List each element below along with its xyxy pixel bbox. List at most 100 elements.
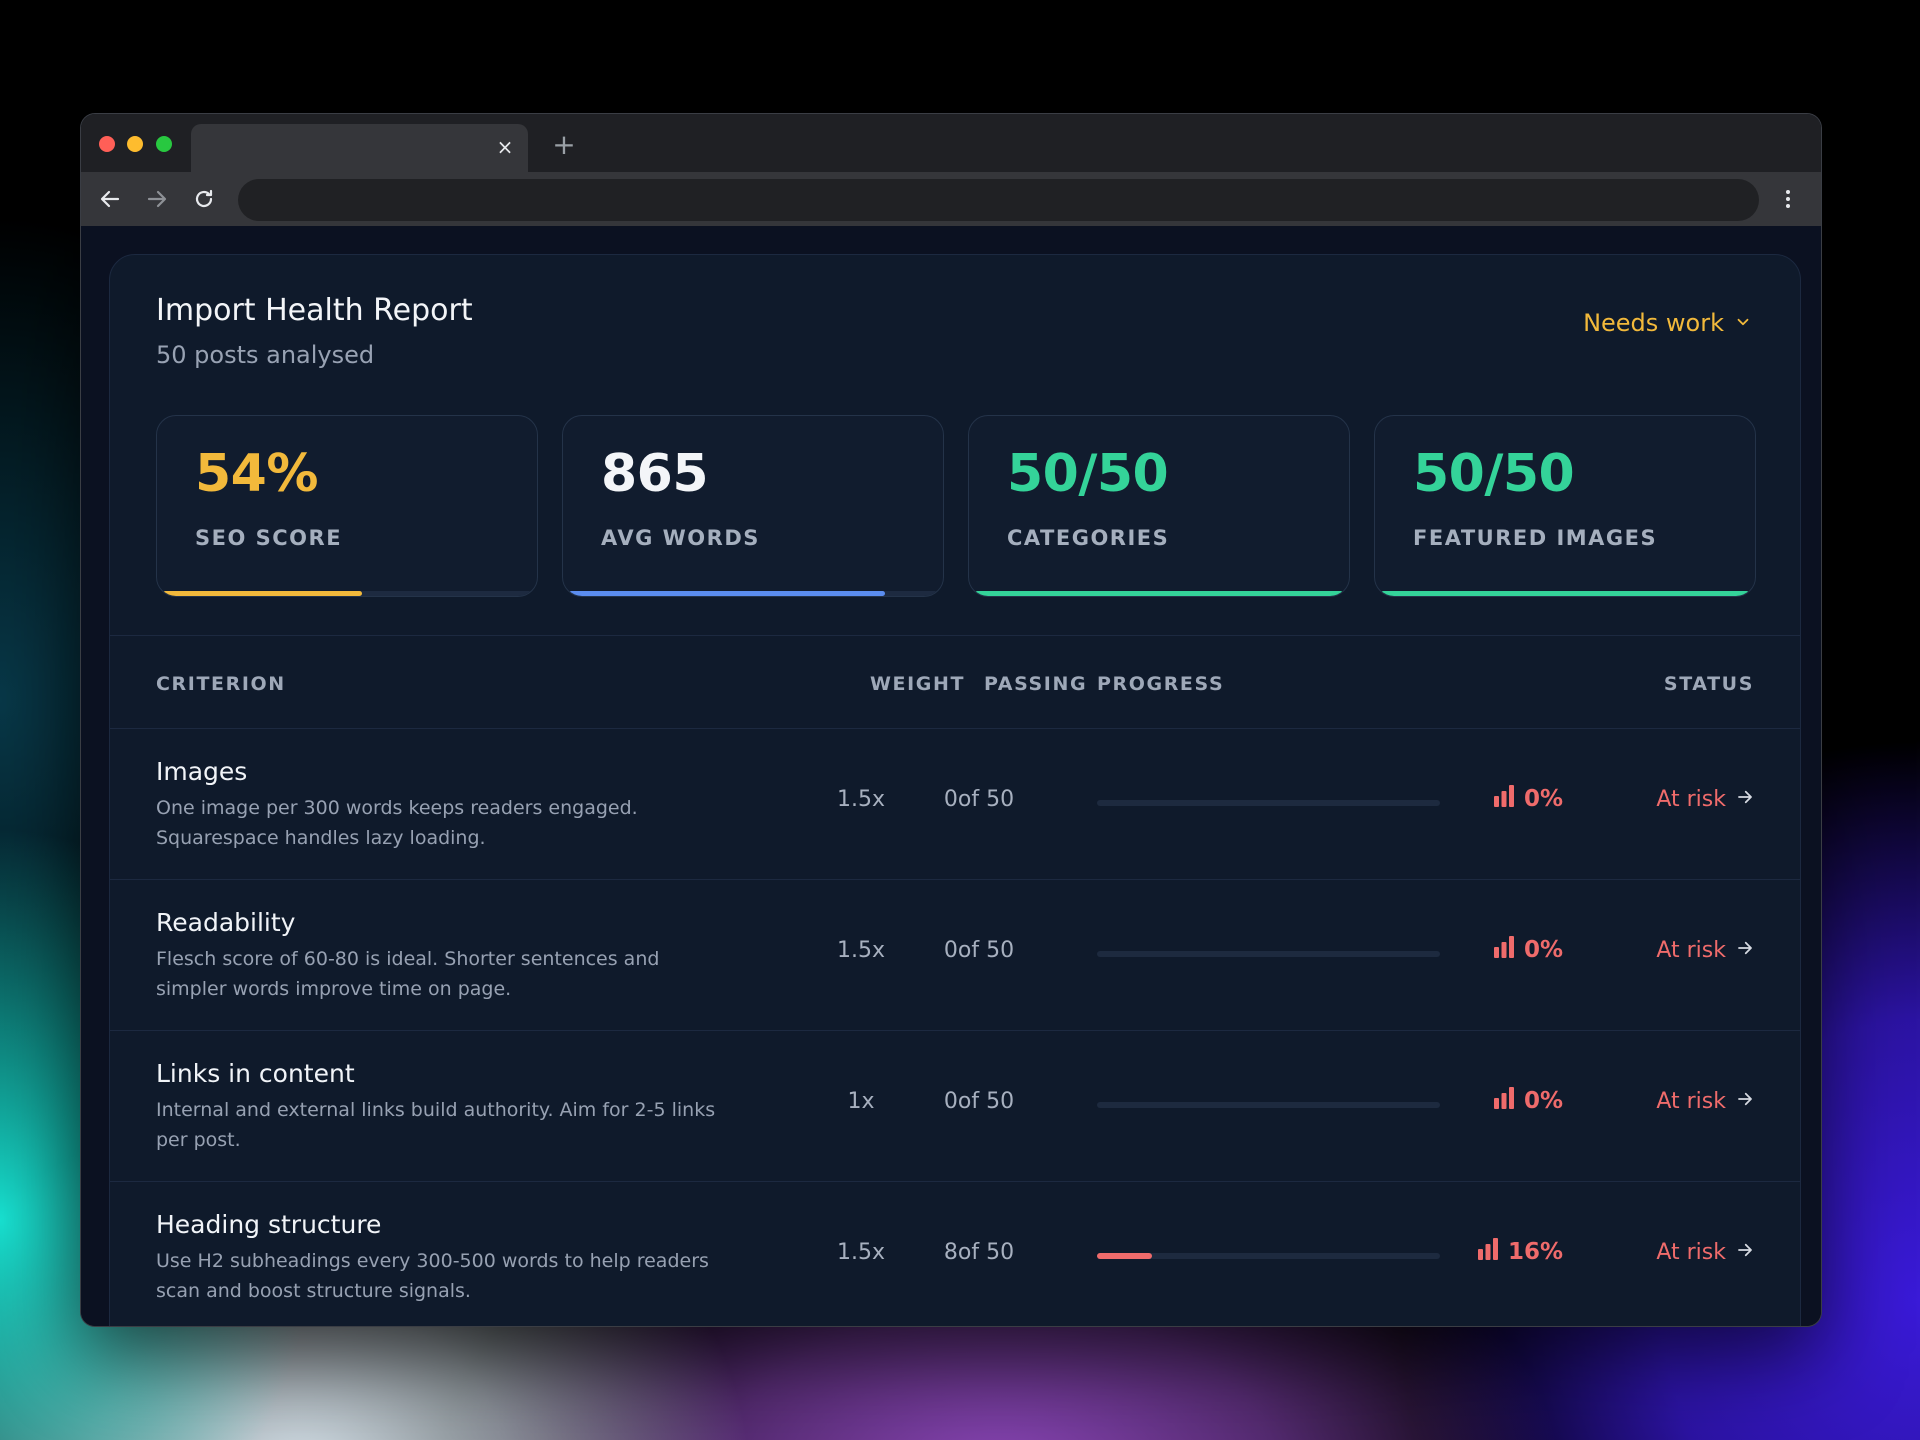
metric-value: 54% — [195, 444, 318, 504]
metric-progress-track — [1381, 591, 1749, 596]
progress-percent: 0% — [1492, 1086, 1563, 1116]
metric-progress-track — [569, 591, 937, 596]
weight-cell: 1.5x — [836, 1240, 885, 1265]
table-row[interactable]: Readability Flesch score of 60-80 is ide… — [110, 880, 1800, 1030]
arrow-right-icon — [1736, 1089, 1754, 1114]
minimize-window-button[interactable] — [127, 136, 143, 152]
progress-percent-value: 0% — [1523, 786, 1563, 812]
new-tab-icon[interactable]: + — [552, 128, 576, 161]
maximize-window-button[interactable] — [156, 136, 172, 152]
passing-cell: 0of 50 — [943, 938, 1015, 963]
weight-cell: 1x — [847, 1089, 875, 1114]
metric-progress-fill — [569, 591, 886, 596]
browser-menu-icon[interactable] — [1771, 182, 1805, 216]
metric-card-categories: 50/50 CATEGORIES — [968, 415, 1350, 597]
status-link[interactable]: At risk — [1656, 1240, 1754, 1265]
metric-label: CATEGORIES — [1007, 526, 1170, 550]
progress-track — [1097, 1102, 1440, 1108]
progress-percent-value: 16% — [1507, 1239, 1563, 1265]
progress-percent-value: 0% — [1523, 1088, 1563, 1114]
divider — [110, 635, 1800, 636]
metric-card-seo-score: 54% SEO SCORE — [156, 415, 538, 597]
progress-percent-value: 0% — [1523, 937, 1563, 963]
criterion-description: One image per 300 words keeps readers en… — [156, 797, 638, 849]
criterion-description: Use H2 subheadings every 300-500 words t… — [156, 1250, 709, 1302]
status-link[interactable]: At risk — [1656, 787, 1754, 812]
row-divider — [110, 879, 1800, 880]
status-dropdown-label: Needs work — [1583, 309, 1724, 337]
arrow-right-icon — [1736, 938, 1754, 963]
status-label: At risk — [1656, 787, 1726, 812]
metric-progress-fill — [163, 591, 362, 596]
close-tab-icon[interactable]: × — [496, 135, 514, 159]
column-header-status: STATUS — [1663, 673, 1754, 695]
criterion-title: Links in content — [156, 1059, 355, 1088]
address-bar[interactable] — [238, 179, 1759, 221]
page-title: Import Health Report — [156, 293, 473, 328]
divider — [110, 728, 1800, 729]
page-viewport: Import Health Report 50 posts analysed N… — [81, 226, 1821, 1326]
metric-progress-fill — [975, 591, 1343, 596]
status-link[interactable]: At risk — [1656, 1089, 1754, 1114]
progress-percent: 0% — [1492, 935, 1563, 965]
table-row[interactable]: Heading structure Use H2 subheadings eve… — [110, 1182, 1800, 1326]
close-window-button[interactable] — [99, 136, 115, 152]
bar-chart-icon — [1492, 935, 1516, 965]
status-label: At risk — [1656, 1089, 1726, 1114]
metric-card-featured-images: 50/50 FEATURED IMAGES — [1374, 415, 1756, 597]
arrow-right-icon — [1736, 1240, 1754, 1265]
metric-label: AVG WORDS — [601, 526, 760, 550]
report-card: Import Health Report 50 posts analysed N… — [109, 254, 1801, 1326]
bar-chart-icon — [1492, 784, 1516, 814]
passing-cell: 0of 50 — [943, 787, 1015, 812]
status-dropdown[interactable]: Needs work — [1583, 309, 1752, 337]
metric-value: 865 — [601, 444, 709, 504]
row-divider — [110, 1181, 1800, 1182]
table-row[interactable]: Links in content Internal and external l… — [110, 1031, 1800, 1181]
criterion-title: Readability — [156, 908, 296, 937]
column-header-criterion: CRITERION — [156, 673, 286, 695]
weight-cell: 1.5x — [836, 938, 885, 963]
progress-track — [1097, 800, 1440, 806]
metric-progress-fill — [1381, 591, 1749, 596]
passing-cell: 8of 50 — [943, 1240, 1015, 1265]
progress-fill — [1097, 1253, 1152, 1259]
bar-chart-icon — [1476, 1237, 1500, 1267]
metric-progress-track — [163, 591, 531, 596]
progress-track — [1097, 1253, 1440, 1259]
page-subtitle: 50 posts analysed — [156, 341, 375, 369]
tab-strip: × + — [81, 114, 1821, 172]
metric-progress-track — [975, 591, 1343, 596]
column-header-progress: PROGRESS — [1097, 673, 1225, 695]
progress-percent: 16% — [1476, 1237, 1563, 1267]
criterion-description: Flesch score of 60-80 is ideal. Shorter … — [156, 948, 660, 1000]
metric-label: FEATURED IMAGES — [1413, 526, 1658, 550]
arrow-right-icon — [1736, 787, 1754, 812]
browser-tab[interactable]: × — [191, 124, 528, 172]
reload-icon[interactable] — [187, 182, 221, 216]
criterion-description: Internal and external links build author… — [156, 1099, 716, 1151]
status-label: At risk — [1656, 938, 1726, 963]
criterion-title: Images — [156, 757, 248, 786]
criterion-title: Heading structure — [156, 1210, 382, 1239]
column-header-passing: PASSING — [984, 673, 1088, 695]
metric-value: 50/50 — [1007, 444, 1169, 504]
column-header-weight: WEIGHT — [870, 673, 966, 695]
chevron-down-icon — [1734, 309, 1752, 337]
table-row[interactable]: Images One image per 300 words keeps rea… — [110, 729, 1800, 879]
back-icon[interactable] — [93, 182, 127, 216]
browser-window: × + Import Health Report 50 posts analys… — [81, 114, 1821, 1326]
weight-cell: 1.5x — [836, 787, 885, 812]
browser-toolbar — [81, 172, 1821, 226]
bar-chart-icon — [1492, 1086, 1516, 1116]
passing-cell: 0of 50 — [943, 1089, 1015, 1114]
metric-card-avg-words: 865 AVG WORDS — [562, 415, 944, 597]
forward-icon[interactable] — [140, 182, 174, 216]
metric-label: SEO SCORE — [195, 526, 343, 550]
progress-track — [1097, 951, 1440, 957]
metric-value: 50/50 — [1413, 444, 1575, 504]
status-label: At risk — [1656, 1240, 1726, 1265]
row-divider — [110, 1030, 1800, 1031]
status-link[interactable]: At risk — [1656, 938, 1754, 963]
progress-percent: 0% — [1492, 784, 1563, 814]
